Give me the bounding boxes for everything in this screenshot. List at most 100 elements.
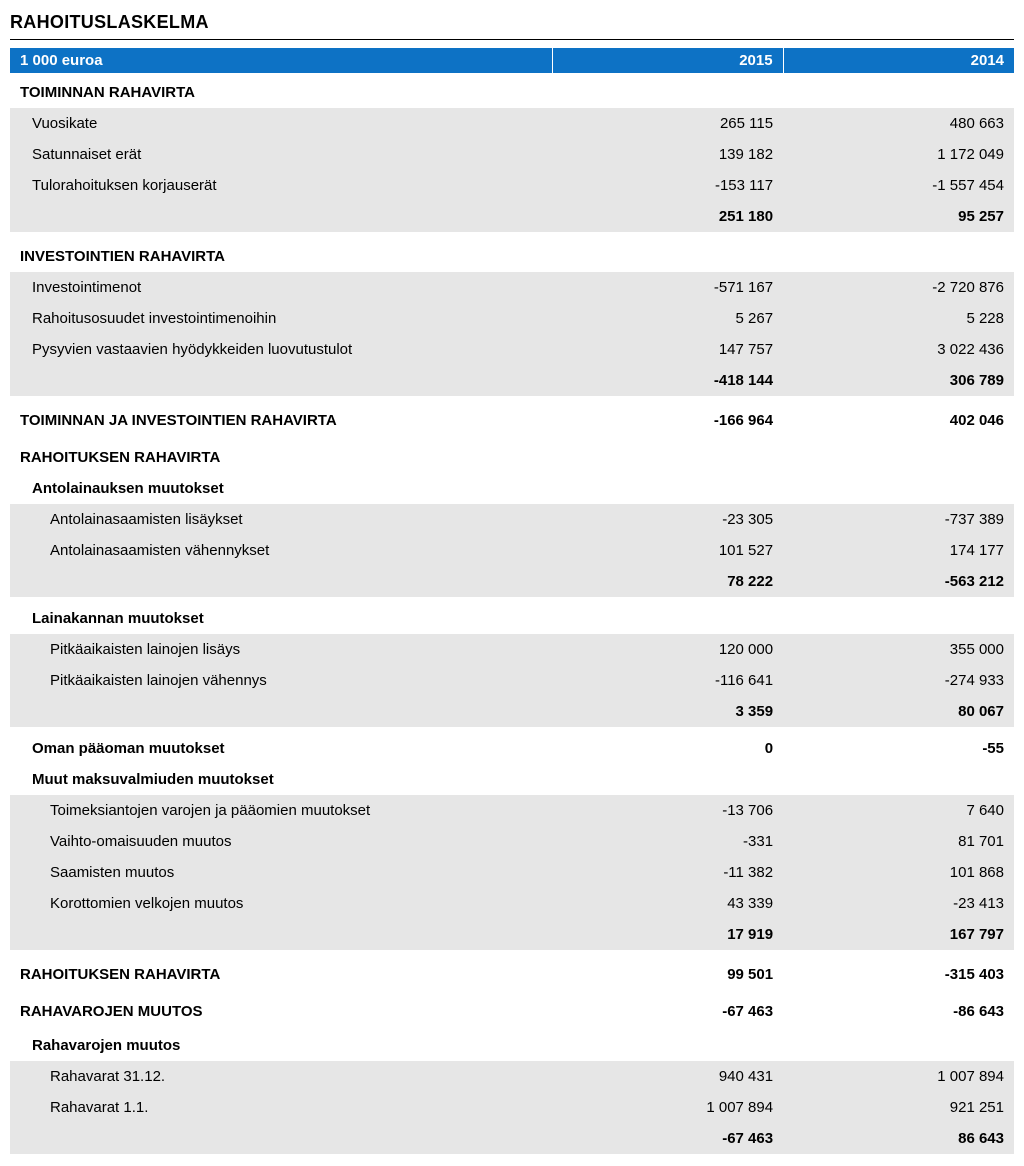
row-value: -67 463 <box>552 1123 783 1154</box>
row-label: Oman pääoman muutokset <box>10 733 552 764</box>
page-title: RAHOITUSLASKELMA <box>10 12 1014 33</box>
header-unit: 1 000 euroa <box>10 48 552 74</box>
row-value: -55 <box>783 733 1014 764</box>
table-row: Satunnaiset erät 139 182 1 172 049 <box>10 139 1014 170</box>
table-row: Pitkäaikaisten lainojen vähennys -116 64… <box>10 665 1014 696</box>
total-row: TOIMINNAN JA INVESTOINTIEN RAHAVIRTA -16… <box>10 402 1014 439</box>
row-label: Pysyvien vastaavien hyödykkeiden luovutu… <box>10 334 552 365</box>
row-value: 139 182 <box>552 139 783 170</box>
row-value: -86 643 <box>783 993 1014 1030</box>
row-label: Toimeksiantojen varojen ja pääomien muut… <box>10 795 552 826</box>
row-value: -13 706 <box>552 795 783 826</box>
table-row: Investointimenot -571 167 -2 720 876 <box>10 272 1014 303</box>
row-value: 99 501 <box>552 956 783 993</box>
row-value: 80 067 <box>783 696 1014 727</box>
row-value: -2 720 876 <box>783 272 1014 303</box>
section-title: RAHOITUKSEN RAHAVIRTA <box>10 439 552 473</box>
row-value: 265 115 <box>552 108 783 139</box>
row-value: -274 933 <box>783 665 1014 696</box>
section-title: INVESTOINTIEN RAHAVIRTA <box>10 238 552 272</box>
row-value: 95 257 <box>783 201 1014 232</box>
title-rule <box>10 39 1014 40</box>
row-value: 402 046 <box>783 402 1014 439</box>
row-value: -166 964 <box>552 402 783 439</box>
subtotal-row: -67 463 86 643 <box>10 1123 1014 1154</box>
row-value: -737 389 <box>783 504 1014 535</box>
subsection-title: Antolainauksen muutokset <box>10 473 552 504</box>
row-value: -571 167 <box>552 272 783 303</box>
row-value: -315 403 <box>783 956 1014 993</box>
row-value: 78 222 <box>552 566 783 597</box>
row-value: 5 228 <box>783 303 1014 334</box>
row-value: 147 757 <box>552 334 783 365</box>
subtotal-row: 17 919 167 797 <box>10 919 1014 950</box>
table-row: Antolainasaamisten vähennykset 101 527 1… <box>10 535 1014 566</box>
section-row: INVESTOINTIEN RAHAVIRTA <box>10 238 1014 272</box>
row-value: 7 640 <box>783 795 1014 826</box>
row-value: -331 <box>552 826 783 857</box>
row-label: Investointimenot <box>10 272 552 303</box>
row-value: 355 000 <box>783 634 1014 665</box>
row-value: 174 177 <box>783 535 1014 566</box>
table-row: Saamisten muutos -11 382 101 868 <box>10 857 1014 888</box>
row-value: 86 643 <box>783 1123 1014 1154</box>
row-value: 1 172 049 <box>783 139 1014 170</box>
row-value: -418 144 <box>552 365 783 396</box>
cashflow-table: 1 000 euroa 2015 2014 TOIMINNAN RAHAVIRT… <box>10 48 1014 1154</box>
table-row: Toimeksiantojen varojen ja pääomien muut… <box>10 795 1014 826</box>
table-row: Antolainasaamisten lisäykset -23 305 -73… <box>10 504 1014 535</box>
row-value: -1 557 454 <box>783 170 1014 201</box>
row-value: 81 701 <box>783 826 1014 857</box>
row-label: Antolainasaamisten lisäykset <box>10 504 552 535</box>
table-row: Pysyvien vastaavien hyödykkeiden luovutu… <box>10 334 1014 365</box>
header-col-2015: 2015 <box>552 48 783 74</box>
subtotal-row: 78 222 -563 212 <box>10 566 1014 597</box>
subsection-row: Rahavarojen muutos <box>10 1030 1014 1061</box>
table-row: Vuosikate 265 115 480 663 <box>10 108 1014 139</box>
row-label: Pitkäaikaisten lainojen lisäys <box>10 634 552 665</box>
row-label: Tulorahoituksen korjauserät <box>10 170 552 201</box>
subsection-row: Lainakannan muutokset <box>10 603 1014 634</box>
row-label: Rahavarat 31.12. <box>10 1061 552 1092</box>
row-value: -11 382 <box>552 857 783 888</box>
row-label: TOIMINNAN JA INVESTOINTIEN RAHAVIRTA <box>10 402 552 439</box>
row-value: 3 359 <box>552 696 783 727</box>
row-label: Vaihto-omaisuuden muutos <box>10 826 552 857</box>
table-row: Korottomien velkojen muutos 43 339 -23 4… <box>10 888 1014 919</box>
row-value: -23 413 <box>783 888 1014 919</box>
row-value: 1 007 894 <box>783 1061 1014 1092</box>
row-value: 120 000 <box>552 634 783 665</box>
row-value: 5 267 <box>552 303 783 334</box>
subsection-row: Antolainauksen muutokset <box>10 473 1014 504</box>
row-value: 101 527 <box>552 535 783 566</box>
section-row: TOIMINNAN RAHAVIRTA <box>10 74 1014 109</box>
total-row: RAHOITUKSEN RAHAVIRTA 99 501 -315 403 <box>10 956 1014 993</box>
subtotal-row: 251 180 95 257 <box>10 201 1014 232</box>
subtotal-row: -418 144 306 789 <box>10 365 1014 396</box>
section-row: RAHOITUKSEN RAHAVIRTA <box>10 439 1014 473</box>
row-value: 940 431 <box>552 1061 783 1092</box>
row-value: -563 212 <box>783 566 1014 597</box>
table-header-row: 1 000 euroa 2015 2014 <box>10 48 1014 74</box>
row-value: 167 797 <box>783 919 1014 950</box>
row-label: RAHOITUKSEN RAHAVIRTA <box>10 956 552 993</box>
subsection-title: Muut maksuvalmiuden muutokset <box>10 764 552 795</box>
row-value: 921 251 <box>783 1092 1014 1123</box>
section-title: TOIMINNAN RAHAVIRTA <box>10 74 552 109</box>
table-row: Rahavarat 1.1. 1 007 894 921 251 <box>10 1092 1014 1123</box>
row-label: Rahavarat 1.1. <box>10 1092 552 1123</box>
subtotal-row: 3 359 80 067 <box>10 696 1014 727</box>
row-value: 251 180 <box>552 201 783 232</box>
subsection-title: Lainakannan muutokset <box>10 603 552 634</box>
table-row: Rahavarat 31.12. 940 431 1 007 894 <box>10 1061 1014 1092</box>
row-value: 101 868 <box>783 857 1014 888</box>
row-value: 43 339 <box>552 888 783 919</box>
row-label: RAHAVAROJEN MUUTOS <box>10 993 552 1030</box>
subsection-title: Rahavarojen muutos <box>10 1030 552 1061</box>
row-value: -153 117 <box>552 170 783 201</box>
row-value: -23 305 <box>552 504 783 535</box>
row-label: Saamisten muutos <box>10 857 552 888</box>
row-value: 0 <box>552 733 783 764</box>
table-row: Rahoitusosuudet investointimenoihin 5 26… <box>10 303 1014 334</box>
row-label: Rahoitusosuudet investointimenoihin <box>10 303 552 334</box>
